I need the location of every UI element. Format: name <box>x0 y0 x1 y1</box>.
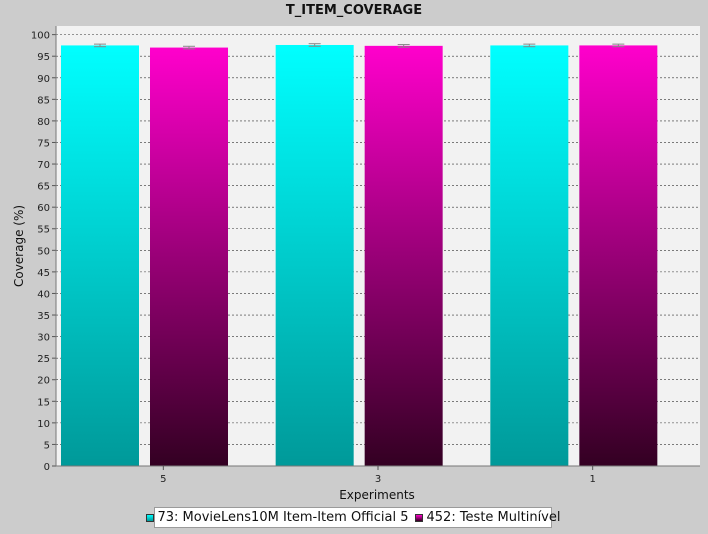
bar-3-series-2 <box>364 45 443 466</box>
error-bars <box>94 43 625 50</box>
x-tick-label: 5 <box>160 474 166 485</box>
y-tick-label: 80 <box>37 117 50 128</box>
bar-1-series-1 <box>490 45 569 466</box>
legend-swatch-series-2 <box>414 513 423 522</box>
y-tick-label: 50 <box>37 246 50 257</box>
y-tick-label: 65 <box>37 182 50 193</box>
y-tick-label: 10 <box>37 419 50 430</box>
y-axis-label: Coverage (%) <box>12 205 26 287</box>
legend-item-series-1: 73: MovieLens10M Item-Item Official 5 <box>145 510 409 525</box>
x-tick-label: 1 <box>589 474 595 485</box>
y-tick-label: 75 <box>37 138 50 149</box>
y-tick-label: 45 <box>37 268 50 279</box>
bar-3-series-1 <box>275 44 354 466</box>
bar-1-series-2 <box>579 45 658 466</box>
bars <box>61 44 658 466</box>
y-tick-label: 55 <box>37 225 50 236</box>
legend-label-series-1: 73: MovieLens10M Item-Item Official 5 <box>157 510 409 525</box>
legend-swatch-series-1 <box>145 513 154 522</box>
y-tick-label: 85 <box>37 95 50 106</box>
y-tick-label: 40 <box>37 289 50 300</box>
legend-label-series-2: 452: Teste Multinível <box>426 510 561 525</box>
y-tick-label: 25 <box>37 354 50 365</box>
x-axis-label: Experiments <box>339 488 415 502</box>
x-tick-label: 3 <box>375 474 381 485</box>
y-tick-label: 5 <box>44 440 50 451</box>
bar-5-series-1 <box>61 45 139 466</box>
bar-5-series-2 <box>150 47 228 466</box>
chart-title: T_ITEM_COVERAGE <box>286 3 422 18</box>
y-tick-label: 35 <box>37 311 50 322</box>
y-tick-label: 15 <box>37 397 50 408</box>
y-tick-label: 100 <box>31 31 50 42</box>
y-tick-label: 90 <box>37 74 50 85</box>
y-tick-label: 70 <box>37 160 50 171</box>
legend-item-series-2: 452: Teste Multinível <box>414 510 561 525</box>
axes: 0510152025303540455055606570758085909510… <box>31 26 700 485</box>
legend: 73: MovieLens10M Item-Item Official 5 45… <box>145 507 561 528</box>
y-tick-label: 60 <box>37 203 50 214</box>
y-tick-label: 0 <box>44 462 50 473</box>
y-tick-label: 20 <box>37 376 50 387</box>
y-tick-label: 95 <box>37 52 50 63</box>
y-tick-label: 30 <box>37 333 50 344</box>
